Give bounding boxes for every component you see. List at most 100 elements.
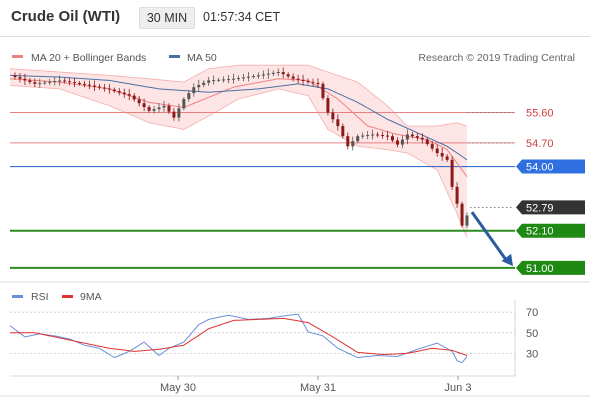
candle-body [53, 81, 57, 83]
bollinger-legend-label: MA 20 + Bollinger Bands [31, 52, 146, 64]
candle-body [251, 76, 255, 78]
candle-body [212, 80, 216, 82]
level-label-55.60: 55.60 [526, 108, 554, 120]
candle-body [28, 80, 32, 83]
candle-body [465, 215, 469, 226]
candle-body [296, 78, 300, 80]
candle-body [97, 86, 101, 88]
candle-body [167, 105, 171, 112]
candle-body [207, 80, 211, 83]
candle-body [450, 159, 454, 187]
candle-body [366, 135, 370, 137]
candle-body [331, 112, 335, 120]
candle-body [102, 87, 106, 89]
candle-body [425, 139, 429, 145]
candle-body [58, 80, 62, 82]
time-tick-label: May 30 [160, 382, 196, 394]
main-plot [9, 67, 513, 267]
timestamp: 01:57:34 CET [203, 10, 281, 24]
candle-body [232, 78, 236, 80]
candle-body [38, 83, 42, 85]
candle-body [326, 98, 330, 113]
candle-body [78, 82, 82, 84]
candle-body [390, 136, 394, 141]
candle-body [361, 135, 365, 137]
candle-body [43, 82, 47, 84]
candle-body [23, 78, 27, 81]
candle-body [33, 82, 37, 84]
candle-body [346, 136, 350, 147]
chart-header: Crude Oil (WTI) 30 MIN 01:57:34 CET [0, 0, 590, 36]
candle-body [137, 99, 141, 104]
candle-body [410, 134, 414, 137]
timeframe-selector[interactable]: 30 MIN [139, 7, 195, 29]
candle-body [83, 83, 87, 85]
candle-body [460, 203, 464, 226]
candle-body [63, 80, 67, 82]
candle-body [177, 108, 181, 118]
rsi-tick-30: 30 [526, 348, 538, 360]
candle-body [197, 84, 201, 88]
candle-body [281, 72, 285, 75]
level-label-52.10-tag [516, 223, 585, 238]
rsi-plot: 70 50 30 [9, 307, 538, 364]
candle-body [73, 82, 77, 84]
rsi-legend-label: RSI [31, 291, 49, 303]
candle-body [187, 93, 191, 100]
level-labels: 55.60 54.70 54.00 52.10 51.00 52.79 [516, 108, 585, 275]
bollinger-band-fill [10, 65, 467, 238]
candle-body [246, 76, 250, 78]
candle-body [301, 79, 305, 82]
time-tick-label: Jun 3 [445, 382, 472, 394]
ma50-legend-label: MA 50 [187, 52, 217, 64]
candle-body [455, 186, 459, 204]
candle-body [306, 81, 310, 83]
candle-body [386, 135, 390, 137]
candle-body [157, 107, 161, 110]
candle-body [291, 76, 295, 79]
candle-body [286, 74, 290, 77]
candle-body [182, 99, 186, 109]
copyright-text: Research © 2019 Trading Central [418, 52, 575, 64]
candle-body [316, 82, 320, 84]
level-label-54.00-tag [516, 159, 585, 174]
candle-body [430, 144, 434, 149]
level-label-51.00: 51.00 [526, 263, 554, 275]
candle-body [127, 94, 131, 96]
candle-body [415, 136, 419, 138]
bollinger-legend-swatch [12, 55, 23, 58]
ma50-legend-swatch [169, 55, 180, 58]
candle-body [435, 148, 439, 154]
candle-body [87, 84, 91, 86]
candle-body [400, 139, 404, 145]
current-price-label-tag [516, 200, 585, 215]
level-label-51.00-tag [516, 260, 585, 275]
time-tick-label: May 31 [300, 382, 336, 394]
candle-body [256, 75, 260, 77]
candle-body [440, 153, 444, 157]
candle-body [381, 135, 385, 137]
candle-body [152, 109, 156, 111]
candle-body [341, 126, 345, 137]
time-axis: May 30 May 31 Jun 3 [10, 300, 516, 394]
rsi-ma-legend-label: 9MA [80, 291, 102, 303]
candle-body [227, 79, 231, 81]
rsi-tick-70: 70 [526, 307, 538, 319]
candle-body [112, 89, 116, 92]
candle-body [122, 92, 126, 95]
candle-body [271, 72, 275, 74]
candle-body [147, 107, 151, 111]
ma20-line [9, 78, 468, 177]
candle-body [92, 85, 96, 87]
level-label-54.00: 54.00 [526, 162, 554, 174]
candle-body [405, 134, 409, 140]
candle-body [420, 137, 424, 140]
candle-body [276, 72, 280, 73]
bollinger-upper-line [9, 64, 468, 127]
main-panel-background [9, 64, 515, 269]
candle-body [117, 91, 121, 93]
candle-body [18, 77, 22, 79]
candle-body [351, 141, 355, 147]
